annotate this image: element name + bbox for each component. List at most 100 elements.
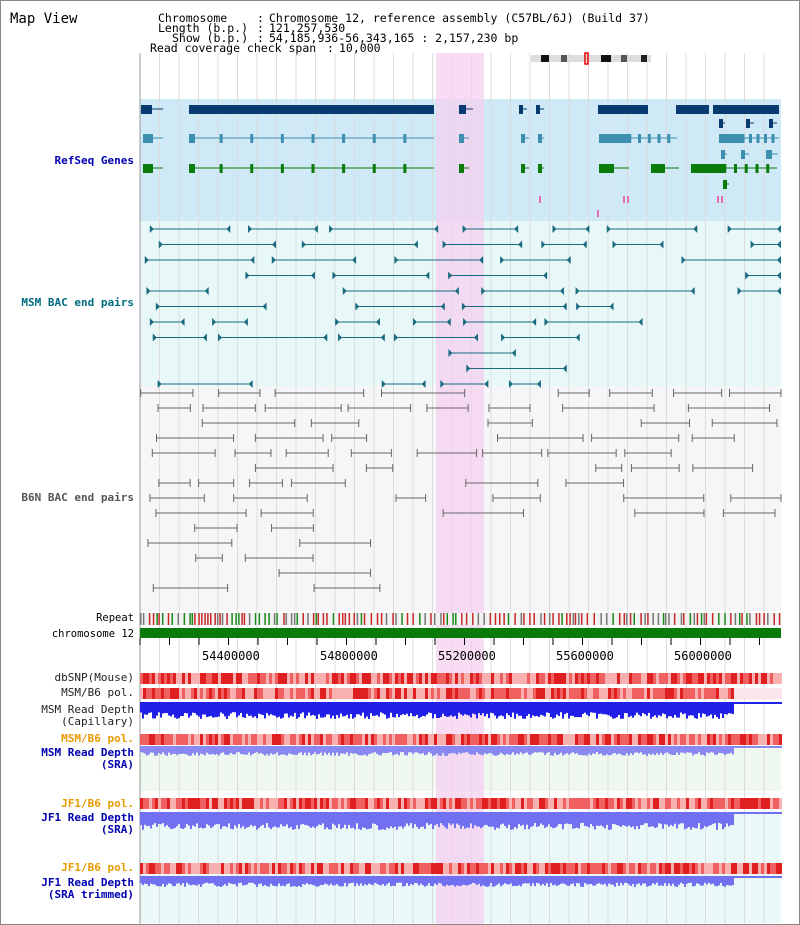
read-depth-bar	[742, 812, 744, 814]
polymorphism-cell	[422, 673, 425, 684]
repeat-element	[552, 613, 554, 625]
polymorphism-cell	[344, 734, 347, 745]
polymorphism-cell	[776, 688, 779, 699]
polymorphism-cell	[485, 688, 488, 699]
read-depth-bar	[676, 876, 678, 887]
read-depth-bar	[386, 812, 388, 828]
read-depth-bar	[488, 702, 490, 719]
track-label-jf1-b6-pol-trimmed[interactable]: JF1/B6 pol.	[61, 861, 134, 874]
track-label-repeat[interactable]: Repeat	[96, 612, 134, 624]
bac-end-marker	[248, 225, 253, 233]
read-depth-bar	[430, 702, 432, 714]
bac-end-marker	[777, 240, 781, 249]
read-depth-bar	[678, 746, 680, 755]
read-depth-bar	[146, 702, 148, 715]
read-depth-bar	[454, 746, 456, 754]
track-label-jf1-depth-sra[interactable]: JF1 Read Depth	[41, 811, 134, 824]
polymorphism-cell	[602, 673, 605, 684]
polymorphism-cell	[365, 734, 368, 745]
polymorphism-cell	[530, 673, 533, 684]
polymorphism-cell	[539, 734, 542, 745]
polymorphism-cell	[578, 688, 581, 699]
track-label-msm-depth-sra[interactable]: MSM Read Depth	[41, 746, 134, 759]
track-label-msm-b6-pol[interactable]: MSM/B6 pol.	[61, 686, 134, 699]
track-label-jf1-b6-pol[interactable]: JF1/B6 pol.	[61, 797, 134, 810]
read-depth-bar	[342, 702, 344, 717]
track-label-jf1-depth-trimmed[interactable]: JF1 Read Depth	[41, 876, 134, 889]
polymorphism-cell	[578, 734, 581, 745]
read-depth-bar	[404, 812, 406, 827]
polymorphism-cell	[425, 688, 428, 699]
track-label-msm-depth-capillary[interactable]: MSM Read Depth	[41, 703, 134, 716]
read-depth-bar	[654, 876, 656, 885]
read-depth-bar	[364, 746, 366, 755]
polymorphism-cell	[503, 673, 506, 684]
polymorphism-cell	[218, 734, 221, 745]
repeat-element	[767, 613, 769, 625]
polymorphism-cell	[770, 734, 773, 745]
read-depth-bar	[214, 812, 216, 825]
track-label-dbsnp[interactable]: dbSNP(Mouse)	[54, 671, 134, 684]
read-depth-bar	[288, 746, 290, 754]
polymorphism-cell	[242, 863, 245, 874]
polymorphism-cell	[254, 863, 257, 874]
read-depth-bar	[244, 702, 246, 718]
read-depth-bar	[520, 702, 522, 716]
read-depth-bar	[484, 876, 486, 887]
polymorphism-cell	[245, 798, 248, 809]
read-depth-bar	[390, 812, 392, 827]
read-depth-bar	[408, 812, 410, 826]
polymorphism-cell	[449, 798, 452, 809]
read-depth-bar	[758, 812, 760, 814]
read-depth-bar	[734, 812, 736, 814]
polymorphism-cell	[224, 734, 227, 745]
polymorphism-cell	[527, 688, 530, 699]
read-depth-bar	[764, 746, 766, 748]
repeat-element	[520, 613, 523, 625]
polymorphism-cell	[500, 734, 503, 745]
polymorphism-cell	[188, 798, 191, 809]
read-depth-bar	[736, 702, 738, 704]
gene-exon	[769, 119, 773, 128]
gene-marker	[623, 196, 625, 203]
polymorphism-cell	[710, 688, 713, 699]
read-depth-bar	[194, 876, 196, 886]
polymorphism-cell	[341, 863, 344, 874]
read-depth-bar	[658, 702, 660, 716]
read-depth-bar	[574, 702, 576, 718]
polymorphism-cell	[722, 863, 725, 874]
polymorphism-cell	[698, 734, 701, 745]
track-label-msm-b6-pol-sra[interactable]: MSM/B6 pol.	[61, 732, 134, 745]
track-label-chromosome[interactable]: chromosome 12	[51, 628, 134, 640]
read-depth-bar	[716, 702, 718, 718]
read-depth-bar	[170, 746, 172, 755]
polymorphism-cell	[509, 673, 512, 684]
read-depth-bar	[778, 876, 780, 878]
polymorphism-cell	[614, 863, 617, 874]
read-depth-bar	[192, 876, 194, 885]
track-label-b6n-bac[interactable]: B6N BAC end pairs	[21, 491, 134, 504]
read-depth-bar	[618, 702, 620, 715]
read-depth-bar	[248, 702, 250, 716]
read-depth-bar	[478, 702, 480, 714]
read-depth-bar	[398, 746, 400, 756]
polymorphism-cell	[374, 688, 377, 699]
track-label-refseq[interactable]: RefSeq Genes	[54, 154, 134, 167]
polymorphism-cell	[431, 863, 434, 874]
polymorphism-cell	[683, 688, 686, 699]
polymorphism-cell	[452, 798, 455, 809]
read-depth-bar	[156, 746, 158, 756]
read-depth-bar	[576, 812, 578, 828]
read-depth-bar	[670, 812, 672, 825]
read-depth-bar	[710, 746, 712, 753]
read-depth-bar	[776, 746, 778, 748]
read-depth-bar	[316, 876, 318, 887]
read-depth-bar	[562, 876, 564, 884]
polymorphism-cell	[755, 734, 758, 745]
polymorphism-cell	[251, 863, 254, 874]
read-depth-bar	[496, 812, 498, 828]
repeat-element	[773, 613, 775, 625]
track-label-msm-bac[interactable]: MSM BAC end pairs	[21, 296, 134, 309]
read-depth-bar	[678, 876, 680, 885]
